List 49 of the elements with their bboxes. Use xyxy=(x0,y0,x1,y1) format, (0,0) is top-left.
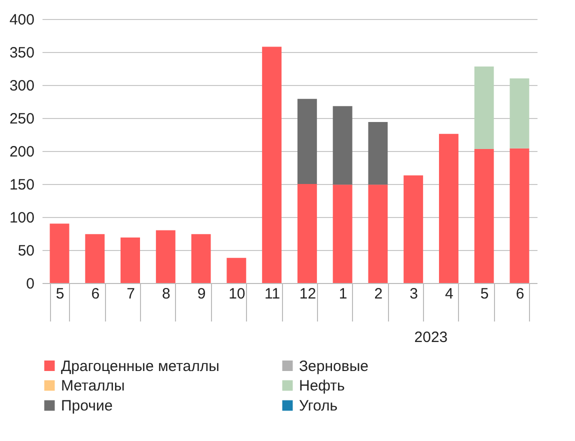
x-tick-label: 11 xyxy=(264,286,280,302)
legend-label: Прочие xyxy=(61,398,113,414)
x-tick-label: 5 xyxy=(56,286,64,302)
bar xyxy=(120,237,140,283)
bar xyxy=(368,122,388,185)
y-tick-label: 150 xyxy=(9,176,34,194)
x-tick-label: 2 xyxy=(374,286,383,302)
x-tick-label: 10 xyxy=(228,286,246,302)
y-tick-label: 400 xyxy=(9,12,34,28)
bar xyxy=(262,46,282,283)
bar xyxy=(368,184,388,283)
legend-label: Металлы xyxy=(61,378,125,394)
x-tick-label: 6 xyxy=(516,286,524,302)
x-tick-label: 5 xyxy=(480,286,489,302)
x-tick-label: 1 xyxy=(338,286,348,302)
y-tick-label: 300 xyxy=(9,78,34,94)
y-tick-label: 350 xyxy=(9,44,34,62)
bar xyxy=(404,175,424,283)
x-tick-label: 9 xyxy=(197,286,206,302)
bar xyxy=(474,149,494,283)
bar xyxy=(332,184,352,283)
bar xyxy=(297,98,317,184)
legend-label: Зерновые xyxy=(299,358,368,375)
legend-label: Драгоценные металлы xyxy=(61,358,220,375)
x-tick-label: 7 xyxy=(126,286,135,302)
bar xyxy=(226,258,246,283)
y-tick-label: 50 xyxy=(18,242,34,260)
legend-label: Нефть xyxy=(299,378,346,394)
bar xyxy=(510,78,530,148)
y-tick-label: 100 xyxy=(9,210,34,226)
y-tick-label: 0 xyxy=(26,276,34,292)
x-tick-label: 8 xyxy=(162,286,170,302)
text: 2023 xyxy=(414,329,448,346)
y-tick-label: 200 xyxy=(9,144,34,160)
bar xyxy=(438,134,458,283)
bar xyxy=(510,148,530,283)
x-tick-label: 12 xyxy=(299,286,316,302)
bar xyxy=(297,184,317,283)
bar xyxy=(156,230,176,283)
bar xyxy=(50,224,70,283)
bar xyxy=(474,66,494,150)
y-tick-label: 250 xyxy=(9,110,34,128)
bar xyxy=(332,106,352,185)
x-tick-label: 4 xyxy=(445,286,454,302)
x-tick-label: 3 xyxy=(410,286,418,302)
x-tick-label: 6 xyxy=(91,286,100,302)
bar xyxy=(191,234,211,283)
bar xyxy=(85,234,105,283)
legend-label: Уголь xyxy=(299,398,338,414)
